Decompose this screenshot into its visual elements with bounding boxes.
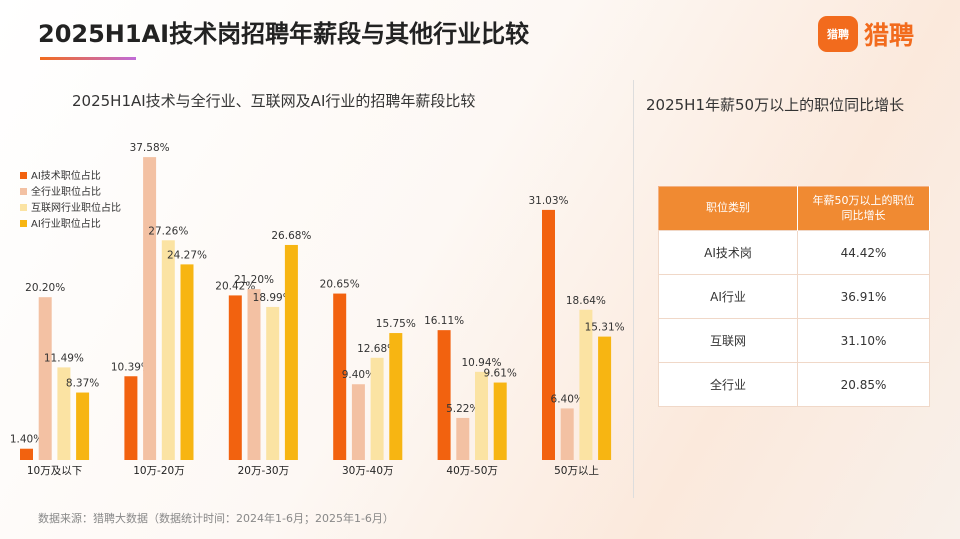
- data-label: 16.11%: [424, 315, 464, 327]
- bar: [76, 392, 90, 460]
- page-title: 2025H1AI技术岗招聘年薪段与其他行业比较: [38, 20, 530, 48]
- header-growth: 年薪50万以上的职位同比增长: [797, 186, 930, 231]
- table-row: 全行业 20.85%: [658, 362, 930, 407]
- data-label: 11.49%: [44, 352, 84, 364]
- bar: [38, 297, 52, 460]
- legend-label: 互联网行业职位占比: [31, 201, 121, 214]
- data-label: 27.26%: [148, 225, 188, 237]
- table-row: 互联网 31.10%: [658, 318, 930, 363]
- bar: [475, 371, 488, 460]
- title-underline: [40, 57, 136, 60]
- data-label: 20.65%: [320, 279, 360, 291]
- category-label: 10万-20万: [133, 465, 185, 477]
- bar: [437, 330, 451, 460]
- data-label: 9.40%: [342, 369, 375, 381]
- row-value: 36.91%: [797, 274, 930, 319]
- row-category: AI行业: [658, 274, 798, 319]
- table-title: 2025H1年薪50万以上的职位同比增长: [646, 96, 905, 114]
- bar: [180, 264, 194, 460]
- row-value: 20.85%: [797, 362, 930, 407]
- row-value: 31.10%: [797, 318, 930, 363]
- logo-icon: 猎聘: [818, 16, 858, 52]
- category-label: 40万-50万: [446, 465, 498, 477]
- legend-label: 全行业职位占比: [31, 185, 101, 198]
- bar: [161, 240, 175, 460]
- bar: [143, 157, 157, 460]
- data-label: 21.20%: [234, 274, 274, 286]
- liepin-logo: 猎聘 猎聘: [818, 16, 914, 52]
- data-label: 10.94%: [461, 357, 501, 369]
- divider: [633, 80, 634, 498]
- category-label: 50万以上: [554, 465, 599, 477]
- data-label: 18.99%: [253, 292, 293, 304]
- bar: [456, 417, 470, 460]
- data-label: 10.39%: [111, 361, 151, 373]
- bar: [389, 333, 403, 460]
- data-label: 6.40%: [551, 393, 584, 405]
- category-label: 20万-30万: [238, 465, 290, 477]
- bar: [124, 376, 138, 460]
- legend-swatch: [20, 204, 27, 211]
- data-label: 18.64%: [566, 295, 606, 307]
- bar: [57, 367, 71, 460]
- bar: [20, 448, 33, 460]
- legend-label: AI行业职位占比: [31, 217, 101, 230]
- chart-title: 2025H1AI技术与全行业、互联网及AI行业的招聘年薪段比较: [72, 92, 476, 110]
- bar-chart: 1.40% 20.20% 11.49% 8.37% 10万及以下 10.39% 37.58%…: [10, 142, 625, 477]
- row-value: 44.42%: [797, 230, 930, 275]
- bar: [542, 209, 555, 460]
- row-category: 互联网: [658, 318, 798, 363]
- data-label: 15.31%: [585, 322, 625, 334]
- bar: [228, 295, 242, 460]
- table-row: AI行业 36.91%: [658, 274, 930, 319]
- data-label: 26.68%: [271, 230, 311, 242]
- bar: [598, 336, 612, 460]
- bar: [493, 382, 507, 460]
- growth-table: 职位类别 年薪50万以上的职位同比增长 AI技术岗 44.42% AI行业 36.9…: [658, 186, 930, 407]
- legend-swatch: [20, 188, 27, 195]
- bar: [266, 306, 280, 460]
- logo-text: 猎聘: [864, 21, 915, 50]
- legend-label: AI技术职位占比: [31, 169, 101, 182]
- data-label: 9.61%: [484, 368, 517, 380]
- bar: [351, 384, 365, 460]
- source-note: 数据来源：猎聘大数据（数据统计时间：2024年1-6月；2025年1-6月）: [38, 512, 394, 525]
- bar: [247, 289, 261, 460]
- data-label: 15.75%: [376, 318, 416, 330]
- legend-swatch: [20, 172, 27, 179]
- category-label: 30万-40万: [342, 465, 394, 477]
- data-label: 31.03%: [528, 195, 568, 207]
- data-label: 24.27%: [167, 249, 207, 261]
- bar: [579, 309, 593, 460]
- bar: [370, 357, 384, 460]
- data-label: 8.37%: [66, 378, 99, 390]
- data-label: 20.20%: [25, 282, 65, 294]
- row-category: 全行业: [658, 362, 798, 407]
- category-label: 10万及以下: [27, 465, 82, 477]
- row-category: AI技术岗: [658, 230, 798, 275]
- data-label: 5.22%: [446, 403, 479, 415]
- table-header: 职位类别 年薪50万以上的职位同比增长: [658, 186, 930, 231]
- header-category: 职位类别: [658, 186, 798, 231]
- bar: [284, 244, 298, 460]
- data-label: 20.42%: [215, 280, 255, 292]
- data-label: 12.68%: [357, 343, 397, 355]
- bar: [560, 408, 574, 460]
- table-row: AI技术岗 44.42%: [658, 230, 930, 275]
- legend-swatch: [20, 220, 27, 227]
- bar: [333, 293, 347, 460]
- data-label: 1.40%: [10, 434, 43, 446]
- data-label: 37.58%: [130, 142, 170, 154]
